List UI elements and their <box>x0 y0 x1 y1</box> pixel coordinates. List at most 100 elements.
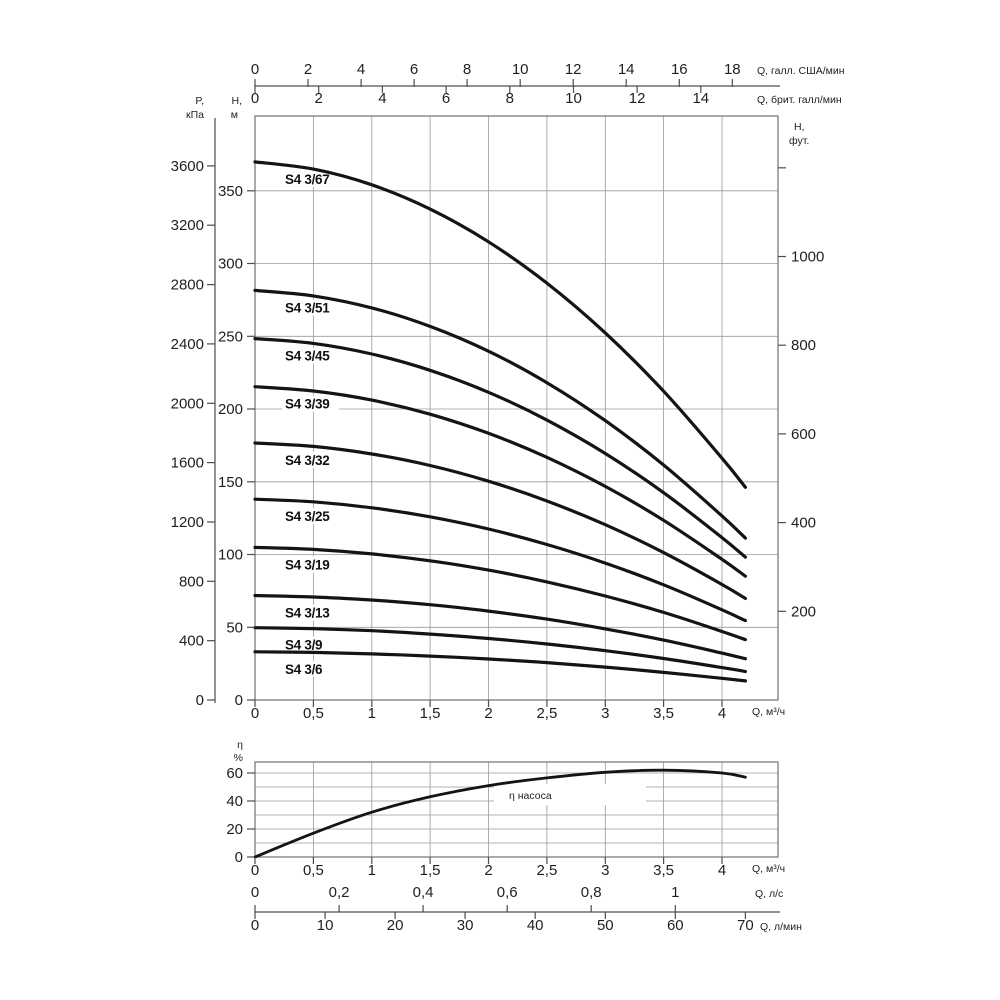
flow-ls-tick-label: 0,4 <box>413 884 434 901</box>
curve-label-bg <box>282 508 339 525</box>
pressure-tick-label: 3600 <box>171 158 204 175</box>
pump-curve-S4-3-45 <box>253 337 747 559</box>
curve-label: S4 3/67 <box>285 172 329 187</box>
head-m-tick-label: 150 <box>218 474 243 491</box>
eff-plot-frame <box>254 761 779 858</box>
eff-flow-m3h-tick-label: 1,5 <box>420 862 441 879</box>
curve-label-bg <box>282 395 339 412</box>
pump-curve-S4-3-39 <box>253 385 747 578</box>
head-ft-tick-label: 400 <box>791 515 816 532</box>
flow-m3h-tick-label: 1,5 <box>420 705 441 722</box>
head-m-tick-label: 250 <box>218 328 243 345</box>
eff-curve-label-bg <box>494 784 646 805</box>
efficiency-tick-label: 0 <box>235 849 243 866</box>
curve-label: S4 3/32 <box>285 453 329 468</box>
flow-m3h-tick-label: 0,5 <box>303 705 324 722</box>
pump-curve-S4-3-51 <box>253 288 747 540</box>
uk-gallons-tick-label: 14 <box>692 90 709 107</box>
curve-label-bg <box>282 556 339 573</box>
flow-m3h-axis-unit-label: Q, м³/ч <box>752 706 785 718</box>
curve-label: S4 3/13 <box>285 606 330 621</box>
head-ft-tick-label: 800 <box>791 337 816 354</box>
uk-gallons-tick-label: 10 <box>565 90 582 107</box>
head-ft-tick-label: 200 <box>791 603 816 620</box>
uk-gallons-tick-label: 12 <box>629 90 646 107</box>
uk-gallons-tick-label: 8 <box>506 90 514 107</box>
flow-ls-tick-label: 0 <box>251 884 259 901</box>
flow-m3h-tick-label: 0 <box>251 705 259 722</box>
pressure-tick-label: 2000 <box>171 395 204 412</box>
flow-ls-axis-unit-label: Q, л/с <box>755 888 783 900</box>
flow-m3h-tick-label: 2,5 <box>536 705 557 722</box>
pressure-tick-label: 0 <box>196 692 204 709</box>
flow-ls-tick-label: 1 <box>671 884 679 901</box>
us-gallons-tick-label: 16 <box>671 61 688 78</box>
uk-gallons-tick-label: 6 <box>442 90 450 107</box>
head-m-tick-label: 300 <box>218 256 243 273</box>
efficiency-tick-label: 60 <box>226 765 243 782</box>
flow-lmin-tick-label: 70 <box>737 917 754 934</box>
head-m-tick-label: 0 <box>235 692 243 709</box>
us-gallons-tick-label: 12 <box>565 61 582 78</box>
flow-m3h-tick-label: 3,5 <box>653 705 674 722</box>
curve-label: S4 3/6 <box>285 662 323 677</box>
pressure-tick-label: 2400 <box>171 336 204 353</box>
us-gallons-tick-label: 10 <box>512 61 529 78</box>
head-m-tick-label: 100 <box>218 547 243 564</box>
flow-lmin-tick-label: 40 <box>527 917 544 934</box>
us-gallons-tick-label: 18 <box>724 61 741 78</box>
efficiency-tick-label: 20 <box>226 821 243 838</box>
eff-flow-m3h-tick-label: 1 <box>368 862 376 879</box>
flow-m3h-tick-label: 1 <box>368 705 376 722</box>
curve-label: S4 3/25 <box>285 509 330 524</box>
curve-label-bg <box>282 299 339 316</box>
us-gallons-tick-label: 14 <box>618 61 635 78</box>
curve-label-bg <box>282 347 339 364</box>
pump-curve-S4-3-67 <box>253 160 747 489</box>
eff-curve-label: η насоса <box>509 790 552 802</box>
us-gallons-tick-label: 8 <box>463 61 471 78</box>
efficiency-tick-label: 40 <box>226 793 243 810</box>
pressure-tick-label: 1600 <box>171 455 204 472</box>
head-ft-tick-label: 600 <box>791 426 816 443</box>
curve-label-bg <box>282 660 339 677</box>
curve-label: S4 3/39 <box>285 397 329 412</box>
eff-flow-m3h-tick-label: 2 <box>484 862 492 879</box>
flow-m3h-tick-label: 3 <box>601 705 609 722</box>
pump-curve-S4-3-9 <box>253 626 747 674</box>
uk-gallons-tick-label: 4 <box>378 90 386 107</box>
curve-label-bg <box>282 170 339 187</box>
eff-flow-m3h-tick-label: 3,5 <box>653 862 674 879</box>
us-gallons-axis-unit-label: Q, галл. США/мин <box>757 65 845 77</box>
eff-flow-m3h-tick-label: 2,5 <box>536 862 557 879</box>
flow-ls-tick-label: 0,6 <box>497 884 518 901</box>
uk-gallons-axis-unit-label: Q, брит. галл/мин <box>757 94 842 106</box>
flow-lmin-tick-label: 20 <box>387 917 404 934</box>
head-m-tick-label: 200 <box>218 401 243 418</box>
eff-flow-m3h-axis-unit-label: Q, м³/ч <box>752 863 785 875</box>
curve-label-bg <box>282 636 339 653</box>
flow-m3h-tick-label: 4 <box>718 705 726 722</box>
head-ft-tick-label: 1000 <box>791 249 824 266</box>
flow-m3h-tick-label: 2 <box>484 705 492 722</box>
head-m-tick-label: 350 <box>218 183 243 200</box>
flow-lmin-tick-label: 30 <box>457 917 474 934</box>
pump-curve-S4-3-25 <box>253 497 747 623</box>
flow-lmin-tick-label: 0 <box>251 917 259 934</box>
curve-label: S4 3/9 <box>285 638 322 653</box>
flow-lmin-tick-label: 60 <box>667 917 684 934</box>
efficiency-axis-title-line1: η <box>237 739 243 751</box>
flow-lmin-tick-label: 50 <box>597 917 614 934</box>
pump-curve-S4-3-6 <box>253 650 747 683</box>
pressure-tick-label: 3200 <box>171 217 204 234</box>
eff-flow-m3h-tick-label: 3 <box>601 862 609 879</box>
efficiency-curve <box>253 768 747 859</box>
pressure-tick-label: 1200 <box>171 514 204 531</box>
efficiency-axis-title-line2: % <box>234 752 243 764</box>
us-gallons-tick-label: 6 <box>410 61 418 78</box>
us-gallons-tick-label: 4 <box>357 61 365 78</box>
head-m-axis-title-line2: м <box>231 109 238 121</box>
pressure-axis-title-line2: кПа <box>186 109 204 121</box>
